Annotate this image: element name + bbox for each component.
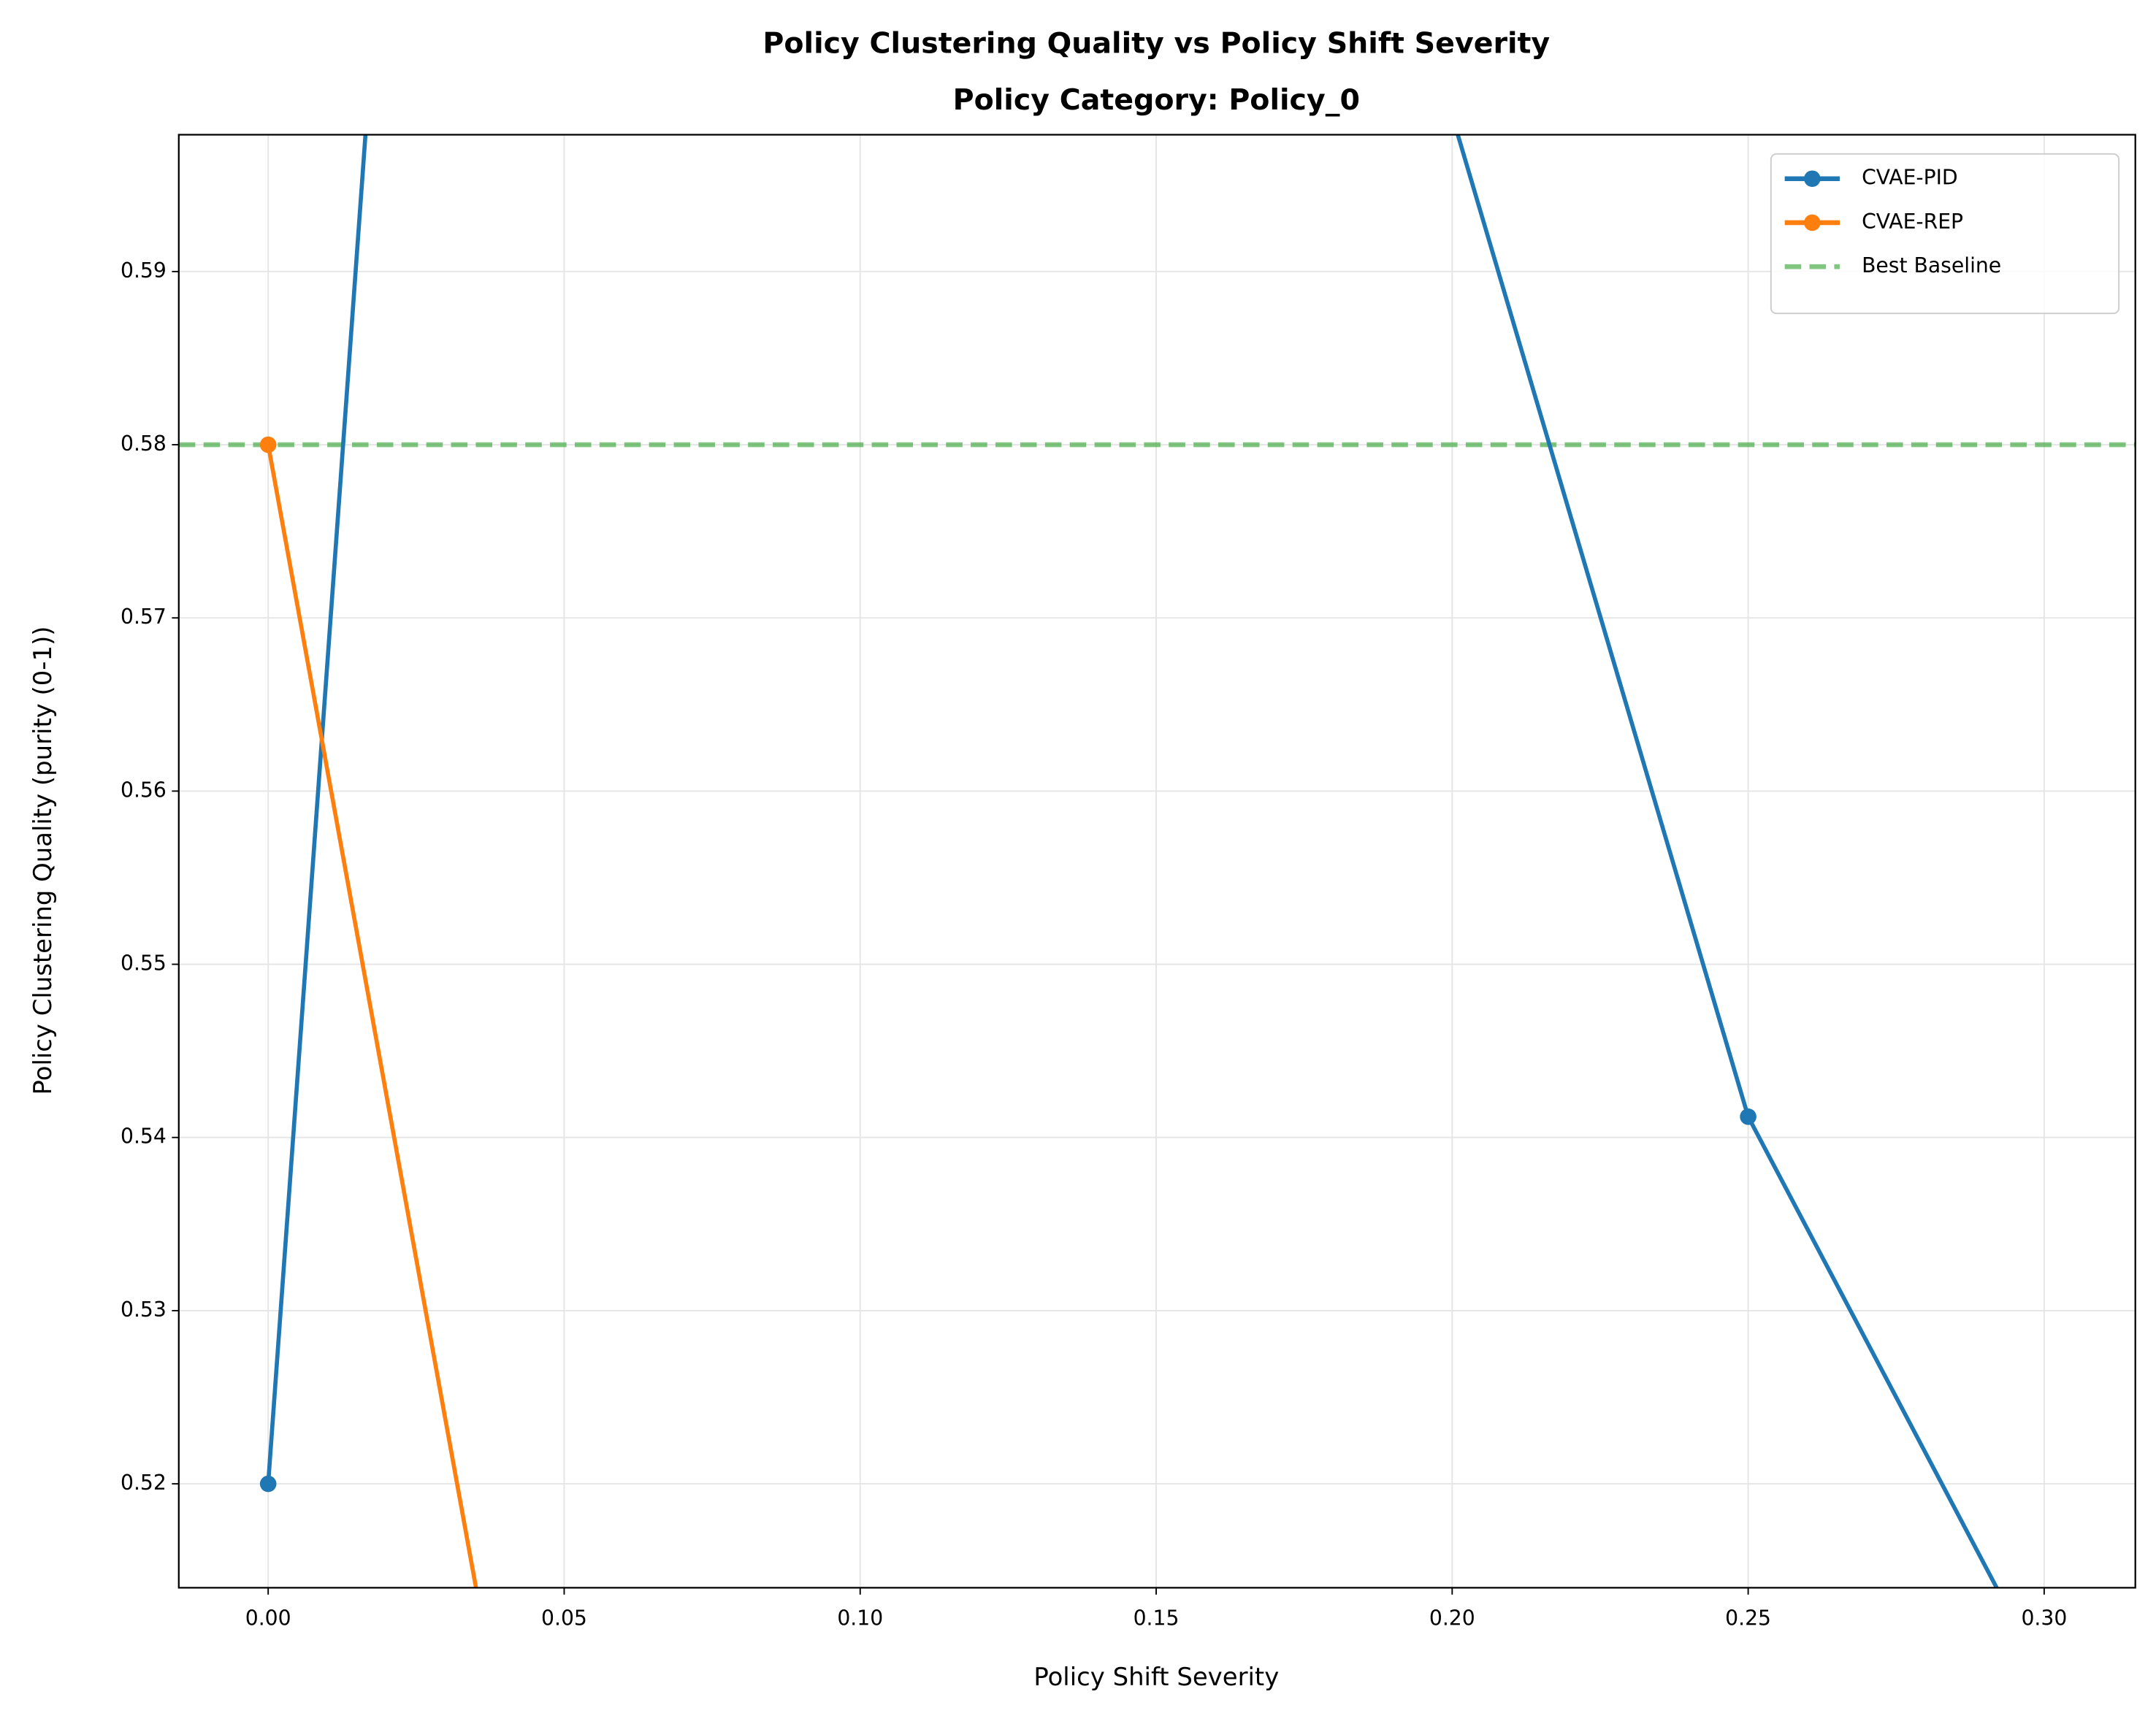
x-tick-label: 0.05: [541, 1606, 587, 1631]
legend-label: Best Baseline: [1862, 253, 2001, 277]
y-tick-label: 0.54: [121, 1125, 167, 1149]
chart-title: Policy Clustering Quality vs Policy Shif…: [762, 27, 1550, 61]
y-tick-label: 0.55: [121, 951, 167, 976]
y-tick-label: 0.56: [121, 778, 167, 802]
x-tick-label: 0.20: [1429, 1606, 1475, 1631]
chart-subtitle: Policy Category: Policy_0: [953, 83, 1360, 117]
plot-area: [178, 134, 2136, 1588]
legend-marker: [1804, 214, 1821, 231]
x-tick-label: 0.15: [1134, 1606, 1180, 1631]
x-tick-label: 0.00: [245, 1606, 291, 1631]
y-tick-label: 0.57: [121, 605, 167, 629]
axes-frame: [177, 134, 2136, 1589]
data-point: [259, 436, 277, 453]
legend-marker: [1804, 170, 1821, 188]
y-axis-label: Policy Clustering Quality (purity (0-1)): [28, 626, 57, 1095]
x-tick-label: 0.10: [837, 1606, 883, 1631]
x-axis-label: Policy Shift Severity: [1033, 1663, 1279, 1691]
ticks: 0.00 0.05 0.10 0.15 0.20 0.25 0.30 0.52 0.53 0.54…: [121, 258, 2067, 1631]
x-tick-label: 0.30: [2021, 1606, 2067, 1631]
data-point: [259, 1475, 277, 1493]
y-tick-label: 0.52: [121, 1471, 167, 1495]
legend-label: CVAE-PID: [1862, 166, 1958, 190]
legend: CVAE-PID CVAE-REP Best Baseline: [1770, 153, 2120, 315]
y-tick-label: 0.53: [121, 1298, 167, 1322]
data-point: [1740, 1108, 1756, 1125]
y-tick-label: 0.58: [121, 432, 167, 456]
legend-box: [1770, 153, 2120, 315]
legend-label: CVAE-REP: [1862, 210, 1963, 234]
y-tick-label: 0.59: [121, 258, 167, 283]
x-tick-label: 0.25: [1725, 1606, 1771, 1631]
